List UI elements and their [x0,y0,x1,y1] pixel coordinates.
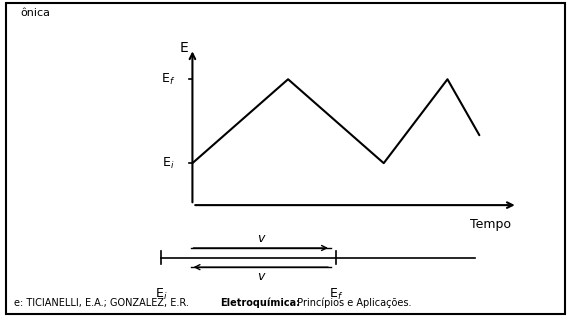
Text: E$_f$: E$_f$ [329,287,343,302]
Text: v: v [257,270,264,283]
Text: Princípios e Aplicações.: Princípios e Aplicações. [294,298,412,308]
Text: E: E [180,42,189,55]
Text: v: v [257,232,264,245]
Text: ônica: ônica [20,8,50,18]
Text: Eletroquímica:: Eletroquímica: [220,298,300,308]
Text: E$_i$: E$_i$ [163,156,175,171]
Text: Tempo: Tempo [471,218,511,231]
Text: E$_i$: E$_i$ [155,287,168,302]
Text: E$_f$: E$_f$ [160,72,175,87]
Text: e: TICIANELLI, E.A.; GONZALEZ, E.R.: e: TICIANELLI, E.A.; GONZALEZ, E.R. [14,298,195,308]
